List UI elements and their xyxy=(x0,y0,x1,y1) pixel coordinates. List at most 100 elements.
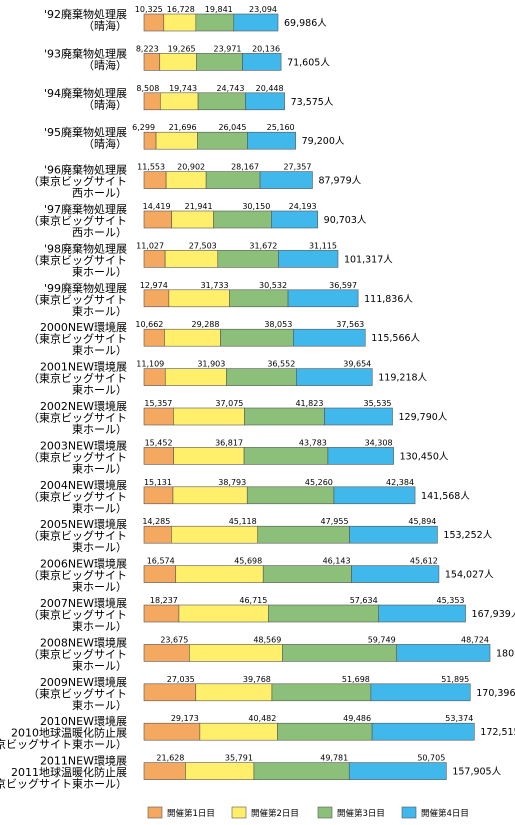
bar-segment xyxy=(164,368,227,386)
legend-swatch xyxy=(231,806,247,819)
segment-value-label: 31,672 xyxy=(249,241,277,250)
category-label: （東京ビッグサイト xyxy=(28,686,127,700)
total-label: 79,200人 xyxy=(302,136,345,147)
total-label: 101,317人 xyxy=(344,254,393,265)
bar-segment xyxy=(155,131,198,150)
legend-label: 開催第3日目 xyxy=(337,808,385,819)
total-label: 90,703人 xyxy=(324,215,367,226)
segment-value-label: 20,448 xyxy=(256,84,284,93)
bar-segment xyxy=(143,565,177,583)
bar-segment xyxy=(171,210,214,229)
bar-segment xyxy=(178,604,269,623)
bar-segment xyxy=(226,368,297,386)
segment-value-label: 37,075 xyxy=(215,399,243,408)
segment-value-label: 34,308 xyxy=(365,438,393,447)
category-label: （東京ビッグサイト xyxy=(28,214,127,228)
bar-segment xyxy=(143,328,165,347)
bars xyxy=(143,13,491,780)
bar-segment xyxy=(351,565,440,583)
segment-value-label: 24,743 xyxy=(216,84,244,93)
bar-segment xyxy=(197,131,248,150)
legend: 開催第1日目 開催第2日目 開催第3日目 開催第4日目 xyxy=(147,806,469,819)
total-label: 87,979人 xyxy=(318,176,361,187)
bar-segment xyxy=(247,131,296,150)
total-label: 154,027人 xyxy=(445,570,494,581)
total-label: 172,515人 xyxy=(480,727,515,738)
segment-value-label: 29,173 xyxy=(171,714,199,723)
bar-segment xyxy=(143,486,174,505)
segment-value-label: 14,285 xyxy=(142,517,170,526)
bar-segment xyxy=(370,683,471,702)
total-labels: 69,986人 71,605人 73,575人 79,200人 87,979人 90,70… xyxy=(284,18,515,778)
bar-segment xyxy=(262,565,352,583)
bar-segment xyxy=(195,683,273,702)
segment-value-label: 10,325 xyxy=(135,5,163,14)
segment-value-label: 27,503 xyxy=(189,241,217,250)
category-label: 2011NEW環境展 xyxy=(40,754,127,768)
segment-value-label: 36,817 xyxy=(215,438,243,447)
bar-segment xyxy=(287,289,359,308)
segment-value-label: 42,384 xyxy=(386,478,414,487)
segment-value-label: 46,143 xyxy=(323,557,351,566)
bar-segment xyxy=(171,525,259,544)
bar-segment xyxy=(327,447,394,465)
segment-value-label: 36,552 xyxy=(267,360,295,369)
category-label: 2001NEW環境展 xyxy=(40,360,127,374)
bar-segment xyxy=(243,447,329,465)
bar-segment xyxy=(197,92,246,111)
segment-value-label: 47,955 xyxy=(321,517,349,526)
bar-segment xyxy=(233,13,279,32)
total-label: 111,836人 xyxy=(364,294,413,305)
bar-segment xyxy=(217,250,279,268)
bar-segment xyxy=(349,525,438,544)
segment-value-label: 21,696 xyxy=(169,123,197,132)
category-label: 東ホール） xyxy=(72,581,127,594)
segment-value-label: 16,728 xyxy=(167,5,195,14)
bar-segment xyxy=(271,210,318,229)
bar-segment xyxy=(143,250,166,268)
category-label: （東京ビッグサイト xyxy=(28,371,127,385)
bar-segment xyxy=(173,407,245,426)
segment-value-label: 14,419 xyxy=(143,202,171,211)
bar-segment xyxy=(143,762,186,780)
segment-value-label: 30,150 xyxy=(242,202,270,211)
segment-value-label: 48,569 xyxy=(253,635,281,644)
segment-value-label: 19,743 xyxy=(169,84,197,93)
category-label: 2007NEW環境展 xyxy=(40,596,127,610)
segment-value-label: 31,903 xyxy=(197,360,225,369)
category-label: 西ホール） xyxy=(72,226,127,239)
bar-segment xyxy=(164,328,221,347)
total-label: 153,252人 xyxy=(443,530,492,541)
segment-value-label: 36,597 xyxy=(329,281,357,290)
segment-value-label: 39,768 xyxy=(243,675,271,684)
bar-segment xyxy=(296,368,373,386)
category-label: 東ホール） xyxy=(72,541,127,554)
segment-value-label: 19,265 xyxy=(168,44,196,53)
segment-value-label: 38,793 xyxy=(218,478,246,487)
category-label: 2000NEW環境展 xyxy=(40,320,127,334)
total-label: 73,575人 xyxy=(291,97,334,108)
segment-value-label: 25,160 xyxy=(267,123,295,132)
total-label: 129,790人 xyxy=(399,412,448,423)
segment-value-label: 11,109 xyxy=(136,360,164,369)
bar-segment xyxy=(143,13,165,32)
bar-segment xyxy=(277,722,373,741)
category-label: '96廃棄物処理展 xyxy=(44,163,127,177)
segment-value-label: 31,733 xyxy=(201,281,229,290)
segment-value-label: 29,288 xyxy=(191,320,219,329)
segment-value-label: 41,823 xyxy=(295,399,323,408)
legend-label: 開催第4日目 xyxy=(421,808,469,819)
bar-segment xyxy=(172,486,248,505)
category-label: '95廃棄物処理展 xyxy=(44,125,127,139)
category-label: '98廃棄物処理展 xyxy=(44,241,127,255)
segment-value-label: 31,115 xyxy=(309,241,337,250)
segment-value-label: 15,452 xyxy=(145,438,173,447)
segment-value-label: 10,662 xyxy=(135,320,163,329)
legend-swatch xyxy=(317,806,333,819)
total-label: 69,986人 xyxy=(284,18,327,29)
bar-segment xyxy=(220,328,294,347)
category-label: （晴海） xyxy=(83,58,127,72)
segment-value-label: 45,260 xyxy=(305,478,333,487)
bar-segment xyxy=(143,171,167,189)
total-label: 157,905人 xyxy=(452,767,501,778)
